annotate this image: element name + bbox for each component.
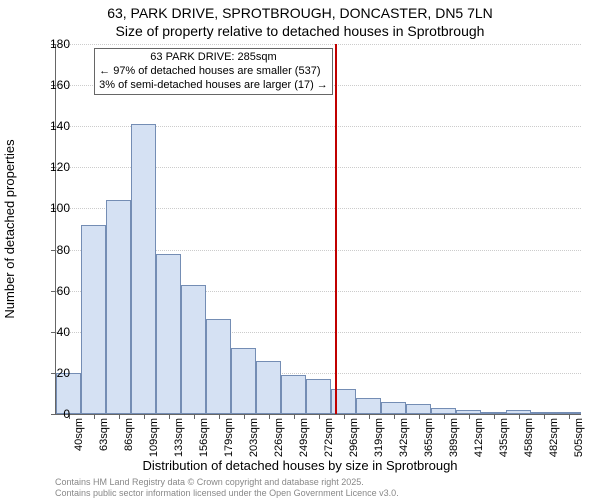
ytick-label: 80 [40,243,70,257]
xtick-label: 156sqm [198,418,210,457]
xtick-label: 482sqm [548,418,560,457]
xtick-mark [369,414,370,419]
annotation-line1: 63 PARK DRIVE: 285sqm [99,51,328,65]
marker-line [335,44,337,414]
xtick-mark [344,414,345,419]
histogram-bar [381,402,406,414]
xtick-label: 179sqm [223,418,235,457]
xtick-mark [444,414,445,419]
footnote-line1: Contains HM Land Registry data © Crown c… [55,477,399,488]
histogram-bar [156,254,181,414]
xtick-label: 226sqm [273,418,285,457]
xtick-mark [194,414,195,419]
xtick-mark [394,414,395,419]
xtick-label: 365sqm [423,418,435,457]
histogram-bar [206,319,231,414]
ytick-label: 140 [40,119,70,133]
xtick-mark [94,414,95,419]
ytick-label: 40 [40,325,70,339]
ytick-label: 100 [40,201,70,215]
xtick-mark [219,414,220,419]
xtick-mark [294,414,295,419]
annotation-line3: 3% of semi-detached houses are larger (1… [99,79,328,93]
xtick-label: 40sqm [73,418,85,451]
gridline [56,44,581,45]
title-line1: 63, PARK DRIVE, SPROTBROUGH, DONCASTER, … [0,5,600,23]
histogram-bar [181,285,206,415]
ytick-label: 60 [40,284,70,298]
xtick-mark [519,414,520,419]
xtick-mark [569,414,570,419]
ytick-label: 160 [40,78,70,92]
xtick-mark [119,414,120,419]
x-axis-label: Distribution of detached houses by size … [0,458,600,473]
histogram-bar [256,361,281,414]
footnote-line2: Contains public sector information licen… [55,488,399,499]
xtick-label: 342sqm [398,418,410,457]
histogram-bar [106,200,131,414]
histogram-bar [81,225,106,414]
xtick-mark [244,414,245,419]
xtick-label: 86sqm [123,418,135,451]
histogram-bar [281,375,306,414]
xtick-mark [319,414,320,419]
annotation-line2: ← 97% of detached houses are smaller (53… [99,65,328,79]
xtick-label: 435sqm [498,418,510,457]
xtick-label: 296sqm [348,418,360,457]
xtick-mark [169,414,170,419]
xtick-label: 203sqm [248,418,260,457]
ytick-label: 20 [40,366,70,380]
xtick-label: 109sqm [148,418,160,457]
xtick-mark [469,414,470,419]
xtick-mark [144,414,145,419]
histogram-bar [306,379,331,414]
title-line2: Size of property relative to detached ho… [0,23,600,41]
histogram-bar [231,348,256,414]
xtick-label: 412sqm [473,418,485,457]
annotation-box: 63 PARK DRIVE: 285sqm← 97% of detached h… [94,48,333,95]
histogram-bar [406,404,431,414]
xtick-mark [269,414,270,419]
xtick-mark [544,414,545,419]
xtick-label: 319sqm [373,418,385,457]
xtick-label: 249sqm [298,418,310,457]
xtick-label: 63sqm [98,418,110,451]
ytick-label: 0 [40,407,70,421]
ytick-label: 120 [40,160,70,174]
footnote: Contains HM Land Registry data © Crown c… [55,477,399,499]
xtick-label: 458sqm [523,418,535,457]
xtick-label: 389sqm [448,418,460,457]
chart-container: 63, PARK DRIVE, SPROTBROUGH, DONCASTER, … [0,0,600,500]
xtick-label: 505sqm [573,418,585,457]
xtick-mark [494,414,495,419]
histogram-bar [356,398,381,414]
y-axis-label: Number of detached properties [2,139,17,318]
ytick-label: 180 [40,37,70,51]
histogram-bar [131,124,156,414]
xtick-mark [419,414,420,419]
xtick-label: 133sqm [173,418,185,457]
title-block: 63, PARK DRIVE, SPROTBROUGH, DONCASTER, … [0,5,600,40]
xtick-label: 272sqm [323,418,335,457]
plot-area: 40sqm63sqm86sqm109sqm133sqm156sqm179sqm2… [55,44,581,415]
